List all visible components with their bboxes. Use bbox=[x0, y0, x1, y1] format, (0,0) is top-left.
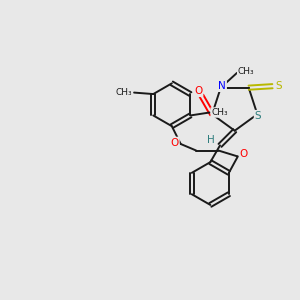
Text: O: O bbox=[240, 149, 248, 159]
Text: CH₃: CH₃ bbox=[116, 88, 133, 97]
Text: H: H bbox=[207, 135, 214, 145]
Text: S: S bbox=[276, 81, 282, 91]
Text: CH₃: CH₃ bbox=[238, 67, 254, 76]
Text: S: S bbox=[255, 111, 261, 121]
Text: CH₃: CH₃ bbox=[211, 108, 228, 117]
Text: O: O bbox=[171, 137, 179, 148]
Text: N: N bbox=[218, 81, 226, 91]
Text: O: O bbox=[194, 86, 202, 96]
